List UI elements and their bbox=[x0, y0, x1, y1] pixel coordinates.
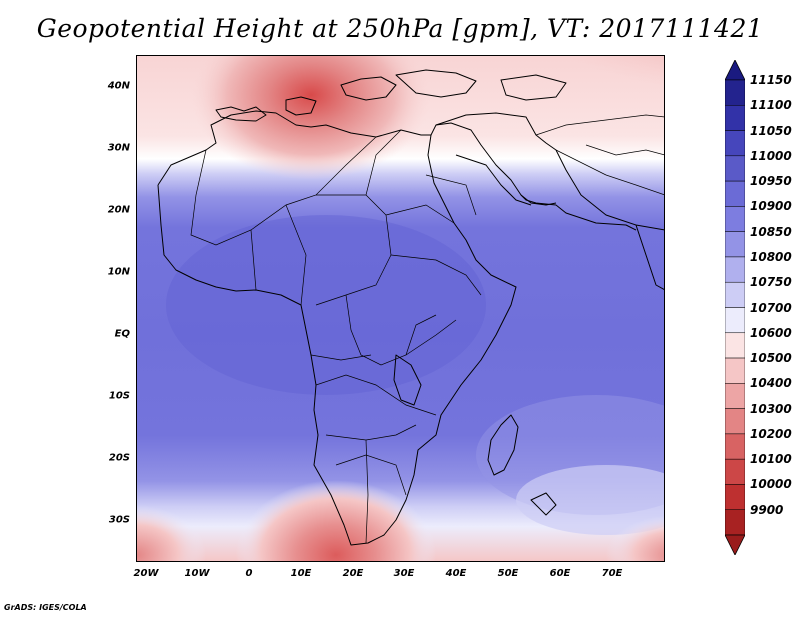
country-borders bbox=[190, 114, 665, 544]
colorbar-level-label: 10000 bbox=[750, 477, 792, 492]
colorbar-level-label: 10700 bbox=[750, 300, 792, 315]
lon-label: 10W bbox=[184, 568, 210, 579]
colorbar-swatch bbox=[725, 155, 745, 182]
colorbar-bottom-arrow bbox=[725, 534, 745, 555]
colorbar-level-label: 10750 bbox=[750, 275, 792, 290]
colorbar-swatch bbox=[725, 383, 745, 409]
coastline bbox=[157, 69, 665, 546]
map-plot bbox=[136, 55, 665, 562]
colorbar-swatch bbox=[725, 256, 745, 283]
colorbar-swatch bbox=[725, 206, 745, 232]
high-southwest bbox=[136, 505, 206, 562]
light-patch-indian-ocean bbox=[516, 465, 665, 535]
lat-label: 20N bbox=[107, 204, 130, 216]
colorbar-swatch bbox=[725, 357, 745, 384]
lon-label: 20W bbox=[133, 568, 159, 579]
colorbar-swatch bbox=[725, 484, 745, 510]
lon-label: 30E bbox=[393, 568, 415, 579]
colorbar-swatch bbox=[725, 509, 745, 536]
lon-label: 60E bbox=[549, 568, 571, 579]
colorbar-level-label: 11100 bbox=[750, 98, 792, 113]
colorbar-level-label: 10800 bbox=[750, 249, 792, 264]
colorbar-level-label: 10200 bbox=[750, 426, 792, 441]
colorbar-swatch bbox=[725, 180, 745, 207]
colorbar-swatch bbox=[725, 79, 745, 106]
grads-credit: GrADS: IGES/COLA bbox=[4, 603, 87, 612]
colorbar bbox=[725, 60, 745, 555]
lat-label: 10N bbox=[107, 266, 130, 278]
colorbar-level-label: 10400 bbox=[750, 376, 792, 391]
lon-label: 0 bbox=[245, 568, 253, 579]
ridge-east-india bbox=[166, 215, 486, 395]
colorbar-swatch bbox=[725, 231, 745, 258]
colorbar-level-label: 11000 bbox=[750, 148, 792, 163]
high-mediterranean bbox=[191, 55, 431, 180]
lon-label: 70E bbox=[601, 568, 623, 579]
lat-label: EQ bbox=[114, 328, 130, 340]
lon-label: 20E bbox=[342, 568, 364, 579]
colorbar-level-label: 10900 bbox=[750, 199, 792, 214]
colorbar-swatch bbox=[725, 458, 745, 485]
colorbar-swatch bbox=[725, 408, 745, 435]
lat-label: 10S bbox=[108, 390, 130, 402]
colorbar-swatch bbox=[725, 332, 745, 359]
colorbar-level-label: 10850 bbox=[750, 224, 792, 239]
lat-label: 30N bbox=[107, 142, 130, 154]
colorbar-swatch bbox=[725, 307, 745, 334]
colorbar-level-label: 10100 bbox=[750, 452, 792, 467]
colorbar-swatch bbox=[725, 281, 745, 308]
lat-label: 30S bbox=[108, 514, 130, 526]
colorbar-level-label: 11150 bbox=[750, 73, 792, 87]
colorbar-swatch bbox=[725, 105, 745, 131]
high-southeast bbox=[606, 515, 665, 562]
lon-label: 40E bbox=[445, 568, 467, 579]
colorbar-level-label: 10600 bbox=[750, 325, 792, 340]
map-title: Geopotential Height at 250hPa [gpm], VT:… bbox=[36, 14, 764, 43]
colorbar-level-label: 11050 bbox=[750, 123, 792, 138]
lon-label: 50E bbox=[497, 568, 519, 579]
lat-label: 20S bbox=[108, 452, 130, 464]
lat-label: 40N bbox=[107, 80, 130, 92]
colorbar-swatch bbox=[725, 130, 745, 157]
colorbar-level-label: 10500 bbox=[750, 351, 792, 366]
colorbar-level-label: 9900 bbox=[750, 502, 784, 517]
colorbar-level-label: 10300 bbox=[750, 401, 792, 416]
colorbar-swatch bbox=[725, 433, 745, 460]
colorbar-level-label: 10950 bbox=[750, 174, 792, 189]
high-south-africa bbox=[236, 480, 436, 562]
lon-label: 10E bbox=[290, 568, 312, 579]
colorbar-top-arrow bbox=[725, 60, 745, 81]
